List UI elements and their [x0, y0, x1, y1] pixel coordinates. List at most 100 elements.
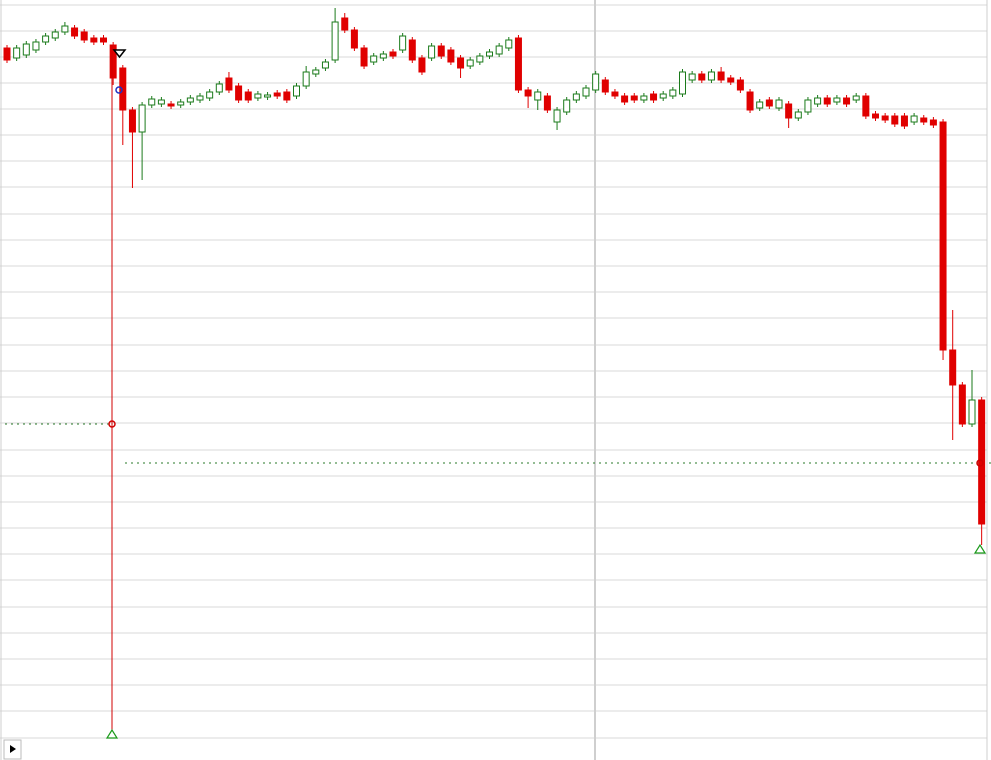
candle-body: [843, 97, 851, 105]
candle-body: [196, 95, 204, 101]
level-marker: [976, 459, 984, 467]
candle-body: [235, 85, 243, 101]
candle-body: [350, 29, 358, 49]
candle-body: [881, 115, 889, 121]
candle-body: [814, 97, 822, 105]
candle-body: [215, 83, 223, 93]
candle-body: [833, 97, 841, 103]
candle-body: [929, 119, 937, 126]
candle-body: [553, 109, 561, 123]
candle-body: [978, 399, 986, 525]
candle-body: [51, 31, 59, 39]
candle-body: [389, 51, 397, 57]
candle-body: [128, 109, 136, 133]
candle-body: [524, 89, 532, 97]
candle-body: [958, 384, 966, 425]
candle-body: [949, 349, 957, 386]
candle-body: [707, 71, 715, 81]
candle-body: [293, 85, 300, 97]
candle-body: [891, 115, 899, 125]
candle-body: [418, 57, 426, 73]
candle-body: [428, 45, 436, 59]
candle-body: [572, 93, 580, 101]
candle-body: [408, 39, 416, 61]
candle-body: [283, 91, 291, 101]
candle-body: [32, 41, 40, 51]
candle-body: [775, 99, 783, 109]
candle-body: [611, 91, 619, 97]
candle-body: [582, 87, 590, 97]
candle-body: [688, 73, 696, 81]
buy-marker: [973, 543, 987, 554]
candle-body: [698, 73, 706, 81]
candle-body: [302, 71, 310, 87]
candle-body: [910, 115, 918, 123]
candle-body: [80, 31, 88, 41]
candle-body: [244, 91, 252, 101]
candle-body: [621, 95, 629, 103]
candle-body: [794, 111, 802, 119]
candle-body: [765, 99, 773, 107]
candle-body: [437, 45, 445, 57]
candle-body: [717, 71, 725, 81]
candle-body: [543, 95, 551, 111]
candle-body: [90, 37, 98, 43]
candle-body: [148, 98, 156, 106]
candle-body: [71, 27, 79, 37]
candle-body: [630, 95, 638, 101]
candle-body: [370, 55, 378, 63]
candle-body: [312, 69, 320, 75]
level-marker: [108, 420, 116, 428]
candle-body: [900, 115, 908, 127]
candle-body: [939, 121, 947, 351]
candle-body: [486, 51, 493, 57]
candle-body: [592, 73, 600, 91]
candle-body: [321, 61, 329, 69]
candle-body: [61, 25, 69, 33]
candle-body: [399, 35, 407, 51]
candle-body: [22, 43, 30, 56]
candle-body: [495, 45, 503, 55]
candle-body: [785, 103, 793, 119]
buy-marker: [105, 728, 119, 739]
candle-body: [679, 71, 686, 95]
candle-body: [466, 59, 474, 67]
candle-body: [177, 101, 185, 106]
grid: [0, 4, 987, 739]
candle-body: [823, 97, 831, 105]
candle-body: [476, 55, 484, 63]
candle-body: [920, 117, 928, 123]
candle-body: [669, 89, 677, 97]
candle-body: [341, 17, 349, 31]
candle-body: [360, 47, 368, 67]
candle-body: [119, 67, 127, 111]
candle-body: [756, 101, 764, 109]
play-icon: [10, 745, 16, 753]
candle-body: [457, 57, 465, 69]
candle-body: [968, 399, 976, 425]
candle-body: [862, 95, 870, 117]
candle-body: [331, 21, 339, 61]
candle-body: [852, 95, 860, 101]
candle-body: [100, 37, 107, 43]
candle-body: [186, 97, 194, 103]
candle-body: [138, 104, 146, 133]
candle-body: [157, 99, 165, 105]
candle-body: [505, 39, 513, 49]
candle-body: [534, 91, 542, 101]
candle-body: [225, 77, 233, 91]
sell-marker: [112, 49, 127, 59]
candle-body: [42, 35, 50, 43]
candle-body: [727, 77, 735, 83]
candle-body: [254, 93, 262, 99]
candle-body: [746, 91, 754, 111]
levels: [5, 423, 991, 464]
candle-body: [273, 92, 281, 97]
candle-body: [736, 79, 744, 91]
candle-body: [109, 44, 117, 79]
candle-body: [659, 93, 667, 99]
candle-body: [264, 94, 272, 98]
candle-body: [206, 91, 214, 99]
